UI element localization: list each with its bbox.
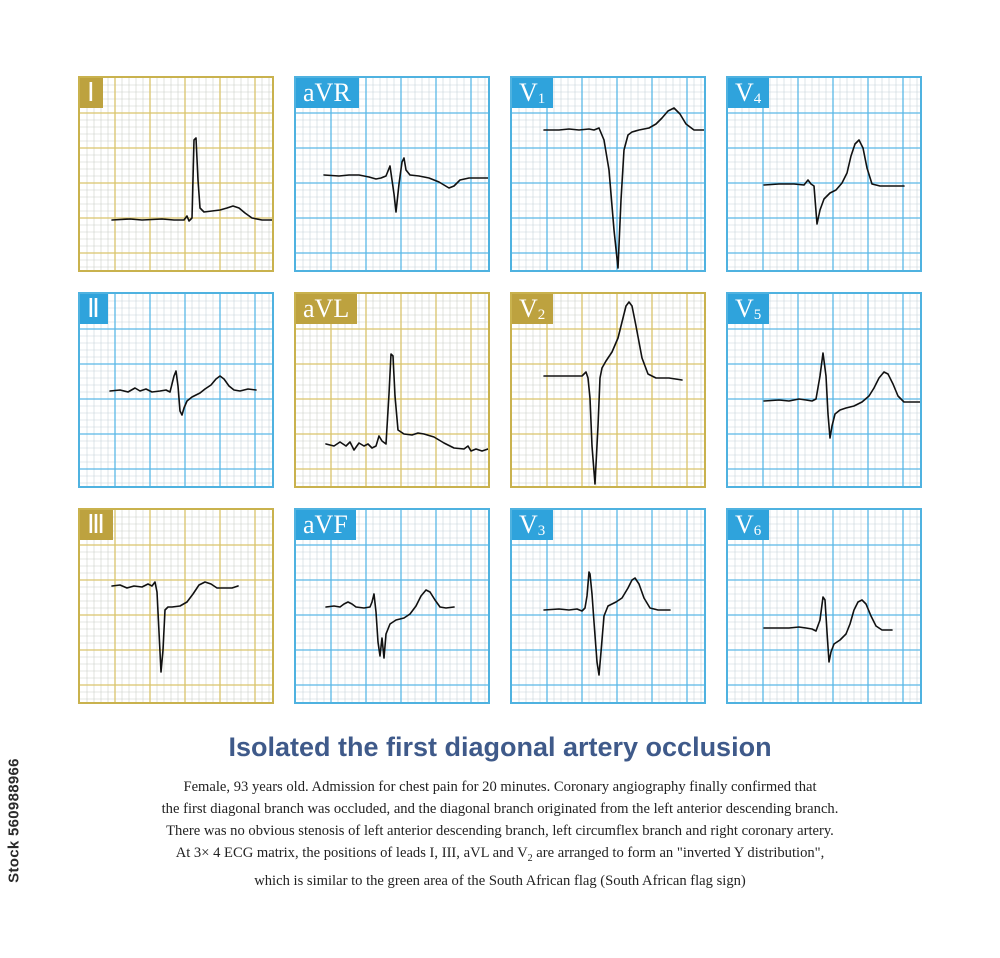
ecg-grid <box>296 510 488 702</box>
ecg-panel-lead-aVL: aVL <box>294 292 490 488</box>
lead-label-text: V <box>735 78 754 107</box>
ecg-trace <box>543 571 671 676</box>
lead-label-subscript: 6 <box>753 523 762 539</box>
lead-label: V5 <box>728 294 770 324</box>
watermark-text: Stock 560988966 <box>5 758 23 883</box>
ecg-trace <box>763 352 920 439</box>
ecg-panel-lead-I: Ⅰ <box>78 76 274 272</box>
lead-label: aVL <box>296 294 358 324</box>
ecg-panel-lead-III: Ⅲ <box>78 508 274 704</box>
lead-label-text: aVR <box>303 78 351 107</box>
ecg-grid <box>512 510 704 702</box>
ecg-trace <box>763 139 905 225</box>
ecg-panel-lead-aVF: aVF <box>294 508 490 704</box>
ecg-trace <box>111 137 272 222</box>
ecg-panel-lead-aVR: aVR <box>294 76 490 272</box>
caption-line: Female, 93 years old. Admission for ches… <box>183 779 817 795</box>
ecg-grid <box>296 294 488 486</box>
stock-watermark: Stock 560988966 <box>4 712 26 932</box>
lead-label: V2 <box>512 294 554 324</box>
ecg-panel-lead-V4: V4 <box>726 76 922 272</box>
lead-label-text: V <box>735 294 754 323</box>
lead-label: aVF <box>296 510 356 540</box>
ecg-grid <box>728 510 920 702</box>
ecg-trace <box>543 107 704 269</box>
ecg-grid <box>512 294 704 486</box>
ecg-trace <box>763 596 893 663</box>
figure-title: Isolated the first diagonal artery occlu… <box>228 732 772 762</box>
caption-line: the first diagonal branch was occluded, … <box>161 801 839 817</box>
ecg-panel-lead-II: Ⅱ <box>78 292 274 488</box>
ecg-grid <box>728 78 920 270</box>
ecg-trace <box>543 301 683 485</box>
caption-text: At 3× 4 ECG matrix, the positions of lea… <box>175 845 528 861</box>
ecg-grid <box>80 510 272 702</box>
lead-label-subscript: 1 <box>537 91 546 107</box>
caption-line: There was no obvious stenosis of left an… <box>166 823 834 839</box>
ecg-trace <box>111 581 239 673</box>
lead-label: Ⅰ <box>80 78 103 108</box>
lead-label-text: V <box>519 510 538 539</box>
lead-label-text: V <box>519 294 538 323</box>
lead-label: V1 <box>512 78 554 108</box>
ecg-panel-lead-V3: V3 <box>510 508 706 704</box>
lead-label-subscript: 2 <box>537 307 546 323</box>
lead-label-text: Ⅱ <box>87 294 100 323</box>
ecg-grid <box>80 294 272 486</box>
ecg-trace <box>325 353 488 452</box>
lead-label-subscript: 4 <box>753 91 762 107</box>
ecg-trace <box>109 370 257 416</box>
figure-caption: Female, 93 years old. Admission for ches… <box>100 776 900 892</box>
lead-label: V4 <box>728 78 770 108</box>
lead-label-text: V <box>735 510 754 539</box>
ecg-panel-lead-V2: V2 <box>510 292 706 488</box>
ecg-panel-lead-V5: V5 <box>726 292 922 488</box>
lead-label: V6 <box>728 510 770 540</box>
caption-subscript: 2 <box>527 852 533 864</box>
ecg-panel-lead-V6: V6 <box>726 508 922 704</box>
caption-line: which is similar to the green area of th… <box>254 872 746 889</box>
caption-line: At 3× 4 ECG matrix, the positions of lea… <box>100 842 900 870</box>
ecg-trace <box>325 589 455 659</box>
lead-label-text: Ⅰ <box>87 78 95 107</box>
lead-label: Ⅲ <box>80 510 113 540</box>
ecg-trace <box>323 157 488 213</box>
lead-label: V3 <box>512 510 554 540</box>
lead-label-subscript: 5 <box>753 307 762 323</box>
caption-text: are arranged to form an "inverted Y dist… <box>532 845 825 861</box>
lead-label-text: aVF <box>303 510 348 539</box>
lead-label-subscript: 3 <box>537 523 546 539</box>
ecg-grid <box>512 78 704 270</box>
ecg-grid <box>728 294 920 486</box>
ecg-grid <box>80 78 272 270</box>
lead-label-text: Ⅲ <box>87 510 105 539</box>
ecg-panel-lead-V1: V1 <box>510 76 706 272</box>
lead-label: aVR <box>296 78 359 108</box>
lead-label-text: V <box>519 78 538 107</box>
lead-label: Ⅱ <box>80 294 108 324</box>
lead-label-text: aVL <box>303 294 350 323</box>
